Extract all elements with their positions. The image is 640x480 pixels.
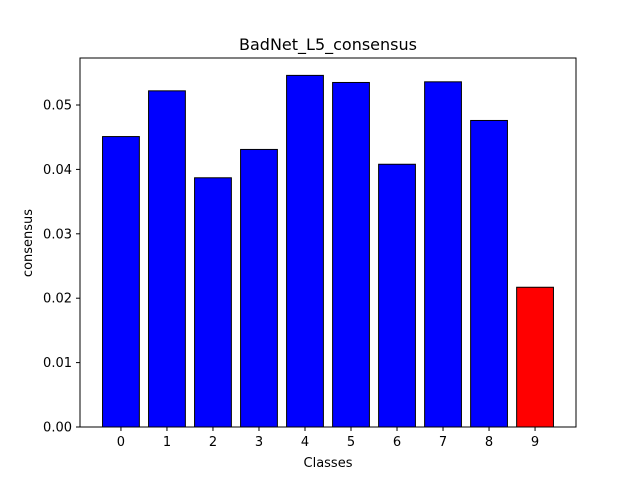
x-tick-label: 4 xyxy=(301,435,309,450)
x-tick-label: 6 xyxy=(393,435,401,450)
x-tick-label: 0 xyxy=(117,435,125,450)
bar-class-0 xyxy=(102,136,140,428)
bar-class-7 xyxy=(424,81,462,428)
x-tick-label: 2 xyxy=(209,435,217,450)
bars-group xyxy=(102,74,554,428)
bar-class-2 xyxy=(194,177,232,428)
bar-class-1 xyxy=(148,90,186,428)
plot-area-frame xyxy=(79,57,577,428)
chart-title: BadNet_L5_consensus xyxy=(239,35,417,55)
y-tick-label: 0.00 xyxy=(43,421,72,436)
bar-class-9 xyxy=(516,286,554,428)
bar-class-3 xyxy=(240,148,278,428)
bar-class-8 xyxy=(470,119,508,428)
x-tick-label: 9 xyxy=(531,435,539,450)
y-tick-label: 0.04 xyxy=(43,163,72,178)
y-tick-label: 0.03 xyxy=(43,227,72,242)
x-axis-ticks: 0 1 2 3 4 5 6 7 8 9 xyxy=(117,427,539,450)
y-tick-label: 0.05 xyxy=(43,99,72,114)
x-tick-label: 7 xyxy=(439,435,447,450)
bar-class-6 xyxy=(378,163,416,428)
y-axis-label: consensus xyxy=(21,209,36,277)
y-tick-label: 0.01 xyxy=(43,356,72,371)
x-tick-label: 8 xyxy=(485,435,493,450)
bar-class-4 xyxy=(286,74,324,428)
y-axis-ticks: 0.00 0.01 0.02 0.03 0.04 0.05 xyxy=(43,99,80,436)
x-tick-label: 1 xyxy=(163,435,171,450)
y-tick-label: 0.02 xyxy=(43,292,72,307)
x-tick-label: 5 xyxy=(347,435,355,450)
x-tick-label: 3 xyxy=(255,435,263,450)
x-axis-label: Classes xyxy=(304,456,353,471)
bar-class-5 xyxy=(332,81,370,428)
